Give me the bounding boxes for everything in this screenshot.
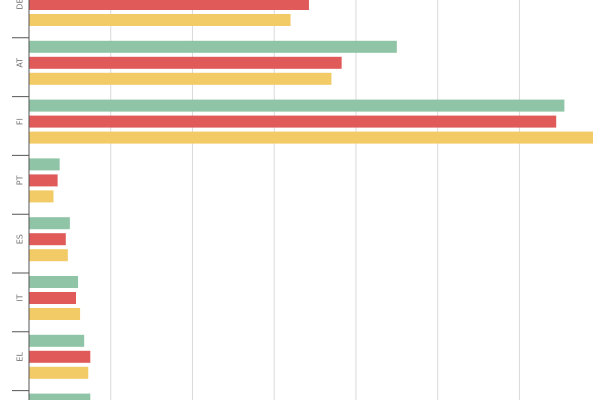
category-label-IT: IT [16,294,25,301]
category-label-ES: ES [16,234,25,244]
category-label-FI: FI [16,118,25,125]
category-label-DE: DE [16,0,25,10]
y-axis [12,0,30,400]
bar-ES-s1 [29,217,70,230]
bar-DE-s2 [29,0,309,10]
category-labels: DE AT FI PT ES IT EL [16,0,25,362]
bar-AT-s3 [29,72,332,85]
bars [29,0,593,400]
bar-PT-s1 [29,158,60,171]
bar-AT-s1 [29,40,397,53]
bar-EL-s1 [29,334,85,347]
bar-ES-s2 [29,233,66,246]
bar-next-s1 [29,393,91,400]
bar-IT-s3 [29,308,81,320]
bar-PT-s3 [29,190,54,203]
bar-ES-s3 [29,249,68,262]
bar-AT-s2 [29,56,342,69]
bar-IT-s1 [29,276,79,288]
category-label-PT: PT [16,175,25,185]
bar-DE-s3 [29,14,291,26]
category-label-AT: AT [16,58,25,68]
bar-IT-s2 [29,292,76,304]
bar-EL-s2 [29,350,91,363]
bar-EL-s3 [29,366,89,379]
bar-PT-s2 [29,174,58,187]
bar-FI-s3 [29,131,593,144]
bar-FI-s2 [29,115,557,128]
bar-FI-s1 [29,99,565,112]
category-label-EL: EL [16,352,25,362]
